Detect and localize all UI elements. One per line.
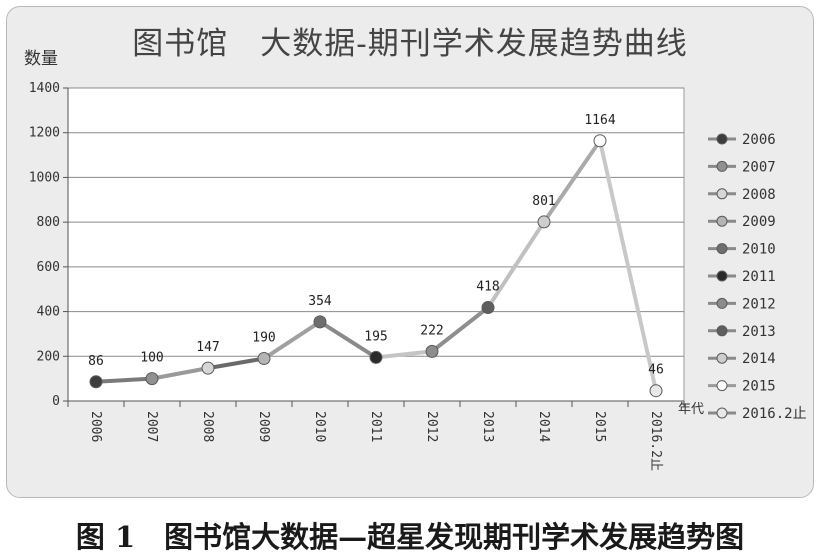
legend-label: 2012	[742, 296, 776, 312]
x-tick-label: 2011	[368, 411, 383, 442]
data-point	[537, 215, 551, 229]
series-line-segment	[150, 366, 210, 381]
chart-title: 图书馆 大数据-期刊学术发展趋势曲线	[132, 26, 688, 62]
data-point	[481, 301, 495, 315]
data-point	[257, 352, 271, 366]
legend-marker	[716, 380, 728, 392]
y-axis-label: 数量	[24, 49, 58, 69]
x-tick-label: 2012	[424, 411, 439, 442]
legend-marker	[716, 297, 728, 309]
data-point	[369, 350, 383, 364]
series-line-segment	[486, 219, 546, 310]
data-point	[201, 361, 215, 375]
x-tick-label: 2015	[592, 411, 607, 442]
legend-label: 2013	[742, 324, 776, 340]
series-line-segment	[374, 349, 434, 360]
line-chart: 0 200 400 600 800 1000 1200 1400 2006 2007 2008 200…	[29, 81, 807, 471]
legend-marker	[716, 188, 728, 200]
data-label: 190	[252, 331, 275, 346]
x-tick-label: 2008	[200, 411, 215, 442]
series-line-segment	[206, 356, 266, 371]
x-tick-label: 2006	[88, 411, 103, 442]
data-label: 801	[532, 194, 555, 209]
x-tick-label: 2014	[536, 411, 551, 442]
y-tick-label: 0	[52, 394, 60, 409]
series-line-segment	[94, 376, 154, 384]
data-label: 86	[88, 354, 104, 369]
legend-marker	[716, 270, 728, 282]
series-line-segment	[598, 138, 658, 393]
series-line-segment	[430, 305, 490, 354]
y-tick-label: 1400	[29, 81, 60, 96]
series-line-segment	[542, 138, 602, 224]
series-line-segment	[262, 319, 322, 361]
data-label: 147	[196, 340, 219, 355]
legend-label: 2010	[742, 242, 776, 258]
legend-label: 2009	[742, 214, 776, 230]
data-label: 1164	[584, 113, 615, 128]
legend-marker	[716, 352, 728, 364]
y-tick-label: 800	[37, 215, 60, 230]
legend-marker	[716, 133, 728, 145]
x-tick-label: 2016.2止	[648, 411, 663, 471]
legend-label: 2011	[742, 269, 776, 285]
data-label: 46	[648, 363, 664, 378]
series-line-segment	[318, 319, 378, 360]
legend-label: 2007	[742, 159, 776, 175]
x-tick-label: 2013	[480, 411, 495, 442]
data-point	[593, 134, 607, 148]
x-axis-label: 年代	[678, 402, 704, 417]
y-tick-label: 200	[37, 349, 60, 364]
legend-label: 2014	[742, 351, 776, 367]
legend-marker	[716, 160, 728, 172]
legend-label: 2006	[742, 132, 776, 148]
figure-caption: 图 1 图书馆大数据—超星发现期刊学术发展趋势图	[75, 520, 745, 554]
y-tick-label: 600	[37, 260, 60, 275]
plot-area	[67, 87, 685, 402]
data-point	[425, 344, 439, 358]
data-label: 418	[476, 280, 499, 295]
legend-label: 2015	[742, 379, 776, 395]
data-point	[313, 315, 327, 329]
data-point	[89, 375, 103, 389]
legend-marker	[716, 407, 728, 419]
legend-marker	[716, 215, 728, 227]
data-label: 195	[364, 329, 387, 344]
legend-marker	[716, 243, 728, 255]
data-point	[649, 384, 663, 398]
x-tick-label: 2007	[144, 411, 159, 442]
legend-marker	[716, 325, 728, 337]
data-label: 100	[140, 351, 163, 366]
x-tick-label: 2009	[256, 411, 271, 442]
x-tick-label: 2010	[312, 411, 327, 442]
legend-label: 2016.2止	[742, 406, 807, 422]
y-tick-label: 400	[37, 305, 60, 320]
data-point	[145, 372, 159, 386]
legend-label: 2008	[742, 187, 776, 203]
y-tick-label: 1200	[29, 126, 60, 141]
y-tick-label: 1000	[29, 170, 60, 185]
data-label: 354	[308, 294, 332, 309]
data-label: 222	[420, 323, 443, 338]
